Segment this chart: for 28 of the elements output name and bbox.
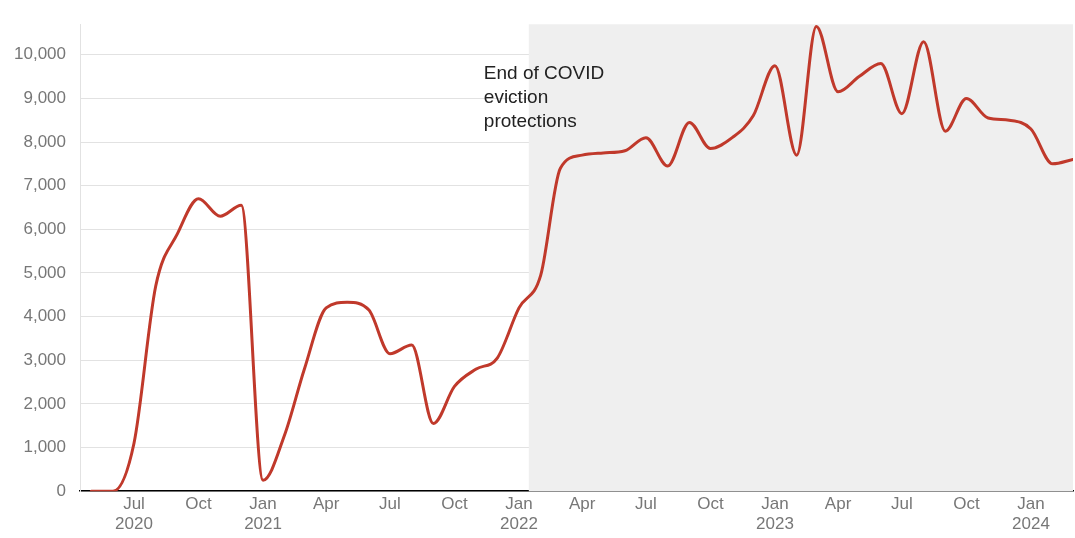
x-tick-label: Jul <box>891 494 913 514</box>
y-tick-label: 7,000 <box>23 175 66 195</box>
y-tick-label: 0 <box>56 480 66 500</box>
x-tick-label: Apr <box>568 494 596 514</box>
x-tick-label: Apr <box>824 494 852 514</box>
y-tick-label: 5,000 <box>23 262 66 282</box>
x-tick-label: Oct <box>953 494 980 514</box>
band-label: End of COVID eviction protections <box>483 61 605 131</box>
y-tick-label: 4,000 <box>23 306 66 326</box>
y-tick-label: 8,000 <box>23 131 66 151</box>
line-series <box>89 24 1073 492</box>
y-tick-label: 6,000 <box>23 219 66 239</box>
y-tick-label: 9,000 <box>23 88 66 108</box>
y-tick-label: 1,000 <box>23 437 66 457</box>
x-tick-label: Jan 2023 <box>756 494 794 534</box>
x-tick-label: Jan 2021 <box>244 494 282 534</box>
x-tick-label: Oct <box>697 494 724 514</box>
x-tick-label: Apr <box>312 494 340 514</box>
x-tick-label: Jul <box>379 494 401 514</box>
x-tick-label: Jul <box>635 494 657 514</box>
y-tick-label: 10,000 <box>14 44 66 64</box>
x-tick-label: Oct <box>441 494 468 514</box>
y-tick-label: 2,000 <box>23 393 66 413</box>
x-tick-label: Oct <box>185 494 213 514</box>
x-tick-label: Jul 2020 <box>115 494 153 534</box>
x-tick-label: Jan 2024 <box>1012 494 1050 534</box>
y-tick-label: 3,000 <box>23 349 66 369</box>
x-tick-label: Jan 2022 <box>500 494 538 534</box>
